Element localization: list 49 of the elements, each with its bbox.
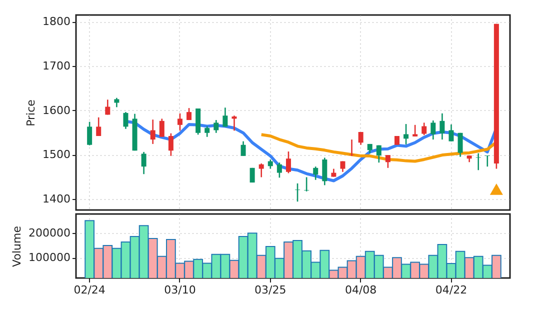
candlestick [258,162,264,178]
candlestick [96,116,102,137]
candlestick [458,132,463,158]
candlestick [404,123,409,146]
x-tick-label: 04/08 [344,284,377,296]
candlestick [105,99,110,116]
candlestick [430,120,436,140]
x-tick-label: 03/10 [164,284,196,296]
y-tick-label: 1800 [42,15,70,28]
y-axis-title: Volume [10,226,24,267]
candlestick [295,182,300,202]
candlestick [358,131,364,146]
candlestick [304,176,310,192]
candlestick [440,112,445,140]
x-tick-label: 04/22 [435,284,468,296]
candlestick [385,154,390,169]
y-tick-label: 1700 [42,59,70,72]
candlestick [448,124,454,142]
y-tick-label: 1600 [42,104,70,117]
candlestick [484,154,490,168]
candlestick [412,124,418,138]
candlestick [150,118,156,145]
candlestick [268,158,273,170]
candlestick [376,144,382,164]
candlestick [232,114,237,132]
candlestick [286,150,291,174]
candlestick [114,97,120,108]
candlestick [349,138,354,157]
y-tick-label: 200000 [28,226,70,240]
y-tick-label: 1400 [42,192,70,206]
candlestick [168,132,174,157]
x-tick-label: 02/24 [74,284,106,296]
y-tick-label: 1500 [42,148,70,162]
candlestick [214,119,219,134]
candlestick [313,166,318,181]
y-axis-title: Price [24,99,38,126]
candlestick [204,126,210,138]
candlestick [141,151,146,175]
candlestick [87,121,92,146]
candlestick [322,157,328,186]
candlestick [177,112,182,132]
candlestick [422,122,427,136]
candlestick [123,111,128,130]
candlestick [222,106,228,128]
y-tick-label: 100000 [28,251,70,264]
x-tick-label: 03/25 [254,284,286,296]
candlestick [276,162,282,178]
candlestick [240,140,246,157]
candlestick [159,118,164,138]
